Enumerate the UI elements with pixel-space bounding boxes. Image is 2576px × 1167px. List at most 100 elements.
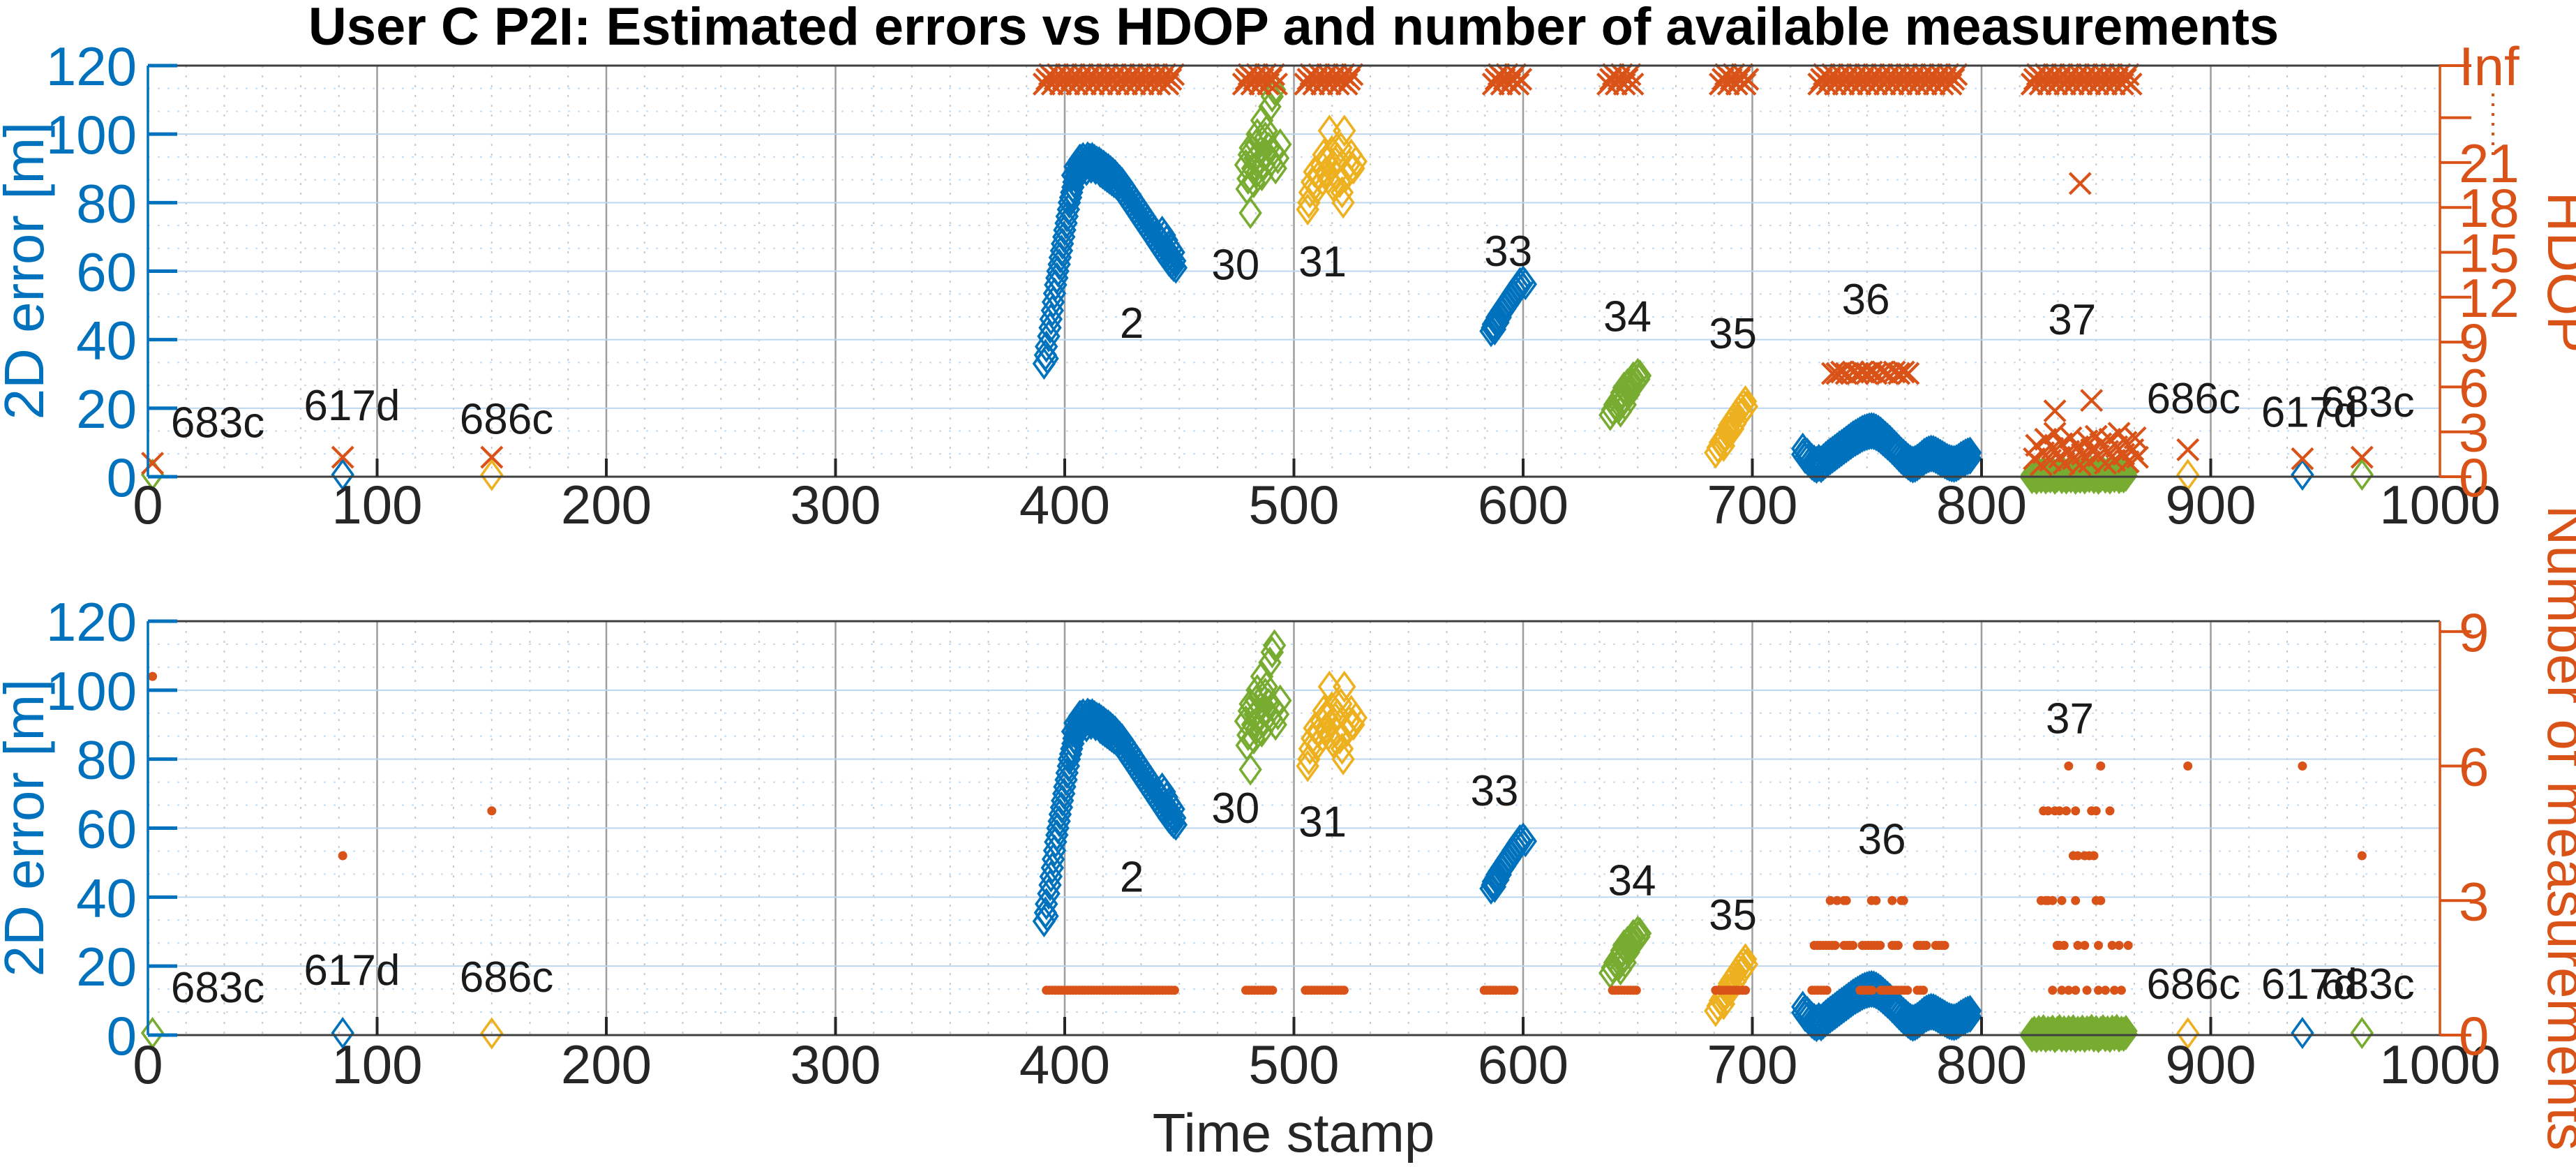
error-series-green-37 <box>2020 455 2138 495</box>
x-tick-label: 400 <box>1019 1034 1110 1095</box>
error-series-green-30 <box>1234 73 1292 230</box>
x-tick-label: 0 <box>133 474 163 535</box>
annotation-label: 30 <box>1211 241 1259 290</box>
annotation-label: 37 <box>2048 296 2096 344</box>
error-series-yellow-35 <box>1704 385 1759 469</box>
measurement-dot <box>2071 895 2081 905</box>
measurement-dot <box>1631 986 1641 995</box>
error-series-blue-36 <box>1791 969 1982 1043</box>
right-tick-label: 3 <box>2459 402 2489 463</box>
measurement-dot <box>1899 895 1908 905</box>
error-series-green-683c-left <box>140 1016 165 1050</box>
measurement-dot <box>2073 851 2083 861</box>
error-series-yellow-31 <box>1296 670 1368 782</box>
right-tick-label: 9 <box>2459 312 2489 373</box>
right-tick-label: 9 <box>2459 602 2489 663</box>
annotation-label: 34 <box>1608 857 1656 905</box>
measurement-dot <box>148 671 158 681</box>
data-markers <box>140 63 2374 495</box>
annotation-label: 683c <box>2321 378 2414 426</box>
right-tick-label: 15 <box>2459 223 2519 284</box>
x-tick-label: 600 <box>1478 1034 1568 1095</box>
error-series-yellow-686c-left <box>480 459 504 491</box>
figure-title: User C P2I: Estimated errors vs HDOP and… <box>308 0 2279 57</box>
annotation-label: 2 <box>1120 854 1144 902</box>
measurement-dot <box>2043 806 2053 816</box>
measurement-dot <box>1339 986 1349 995</box>
measurement-dot <box>2080 941 2090 950</box>
annotation-label: 617d <box>304 382 400 430</box>
bottom-subplot: 0 100 200 300 400 500 600 700 800 900 100002040608… <box>46 591 2501 1095</box>
x-tick-label: 100 <box>331 474 422 535</box>
annotation-label: 35 <box>1709 310 1757 358</box>
error-series-green-683c-right <box>2350 459 2374 491</box>
grid <box>148 66 2440 477</box>
measurement-dot <box>1830 941 1840 950</box>
error-series-yellow-686c-left <box>480 1017 504 1050</box>
measurement-dot <box>2357 851 2367 861</box>
error-series-blue-33 <box>1479 822 1538 905</box>
measurement-dot-series <box>148 671 2367 995</box>
measurement-dot <box>1825 895 1835 905</box>
annotation-label: 35 <box>1709 891 1757 939</box>
left-tick-label: 20 <box>76 936 137 997</box>
x-tick-label: 500 <box>1248 474 1339 535</box>
x-axis-label: Time stamp <box>1153 1102 1435 1164</box>
measurement-dot <box>2096 761 2106 771</box>
error-series-blue-2 <box>1032 697 1188 937</box>
measurement-dot <box>1919 986 1929 995</box>
x-tick-label: 300 <box>790 474 881 535</box>
annotation-label: 686c <box>2147 960 2240 1009</box>
measurement-dot <box>2096 895 2106 905</box>
left-tick-label: 100 <box>46 660 137 722</box>
measurement-dot <box>1867 986 1877 995</box>
annotation-label: 686c <box>2147 375 2240 423</box>
x-tick-label: 0 <box>133 1034 163 1095</box>
left-tick-label: 120 <box>46 591 137 653</box>
measurement-dot <box>338 851 347 861</box>
measurement-dot <box>1268 986 1278 995</box>
right-tick-label: 6 <box>2459 357 2489 418</box>
measurement-dot <box>2183 761 2193 771</box>
error-series-blue-36 <box>1791 412 1982 484</box>
hdop-x-series <box>141 63 2374 477</box>
measurement-dot <box>2073 941 2083 950</box>
measurement-dot <box>1741 986 1751 995</box>
annotation-label: 683c <box>171 399 264 447</box>
annotation-label: 36 <box>1858 815 1906 863</box>
right-tick-label: 6 <box>2459 736 2489 798</box>
x-tick-label: 700 <box>1707 1034 1797 1095</box>
measurement-dot <box>2094 986 2103 995</box>
measurement-dot <box>487 806 497 816</box>
x-tick-label: 700 <box>1707 474 1797 535</box>
measurement-dot <box>2071 986 2081 995</box>
axis-ticks <box>148 64 2494 479</box>
error-series-green-34 <box>1598 357 1652 431</box>
measurement-dot <box>2114 941 2124 950</box>
error-series-yellow-31 <box>1296 114 1368 226</box>
annotation-label: 30 <box>1211 785 1259 833</box>
data-markers <box>140 629 2374 1054</box>
measurement-dot <box>2116 986 2126 995</box>
x-tick-label: 100 <box>331 1034 422 1095</box>
top-right-y-axis-label: HDOP <box>2536 191 2576 352</box>
measurement-dot <box>2298 761 2307 771</box>
measurement-dot <box>1903 986 1912 995</box>
error-series-green-37 <box>2020 1013 2138 1054</box>
x-tick-label: 800 <box>1936 474 2027 535</box>
annotation-label: 617d <box>2261 389 2358 437</box>
error-series-blue-617d-left <box>331 1016 354 1050</box>
x-tick-label: 1000 <box>2379 1034 2501 1095</box>
annotation-label: 2 <box>1120 299 1144 348</box>
measurement-dot <box>1940 941 1949 950</box>
annotation-label: 686c <box>460 396 553 444</box>
measurement-dot <box>2062 806 2071 816</box>
measurement-dot <box>2105 806 2115 816</box>
annotation-label: 683c <box>2321 960 2414 1009</box>
right-tick-label: 18 <box>2459 177 2519 239</box>
error-series-blue-617d-left <box>331 459 354 491</box>
left-tick-label: 20 <box>76 378 137 440</box>
x-tick-label: 800 <box>1936 1034 2027 1095</box>
